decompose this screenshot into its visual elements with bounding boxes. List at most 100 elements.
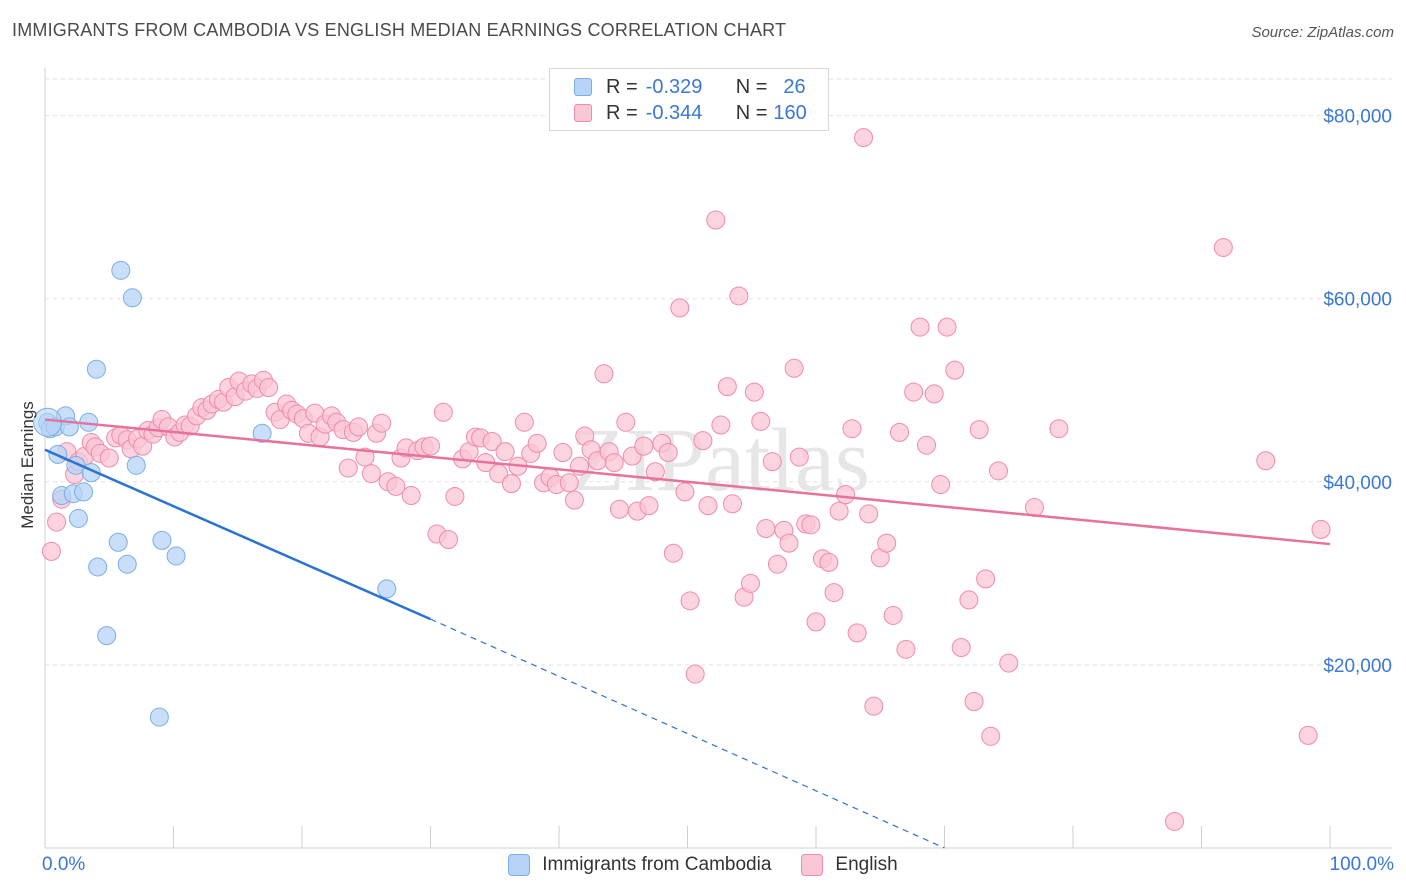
english-point [338,458,358,478]
english-point [99,448,119,468]
english-point [789,447,809,467]
english-point [670,298,690,318]
english-point [675,482,695,502]
english-point [890,422,910,442]
english-point [421,436,440,456]
english-point [722,494,742,514]
english-point [842,419,862,439]
cambodia-point [111,260,131,280]
english-point [259,378,279,398]
n-label: N = [735,101,768,124]
english-point [964,692,984,712]
y-tick-label: $40,000 [1323,473,1392,494]
english-point [917,435,937,455]
tick-labels: $20,000 $40,000 $60,000 $80,000 0.0% 100.0% Me… [18,107,1394,875]
english-point [47,512,67,532]
english-point [680,591,700,611]
english-point [779,533,799,553]
english-point [945,360,965,380]
english-point [482,432,502,452]
english-point [553,443,573,463]
english-point [645,462,665,482]
r-label: R = [606,75,638,98]
y-tick-label: $60,000 [1323,290,1392,311]
english-trend-line [44,418,1331,546]
english-point [501,474,521,494]
english-point [41,541,61,561]
english-point [762,452,782,472]
cambodia-point [68,508,88,528]
english-point [698,496,718,516]
r-value: -0.344 [645,101,703,124]
r-label: R = [606,101,638,124]
english-point [1165,811,1185,831]
english-point [433,402,453,422]
cambodia-point [97,626,117,646]
english-point [924,384,944,404]
y-tick-label: $20,000 [1323,656,1392,677]
english-point [824,583,844,603]
cambodia-point [33,407,63,437]
gridlines [45,78,1392,666]
english-point [634,436,654,456]
cambodia-point [149,707,169,727]
english-point [559,473,579,493]
y-tick-label: $80,000 [1323,107,1392,128]
english-point [604,453,624,473]
english-point [859,504,879,524]
english-point [999,653,1019,673]
english-point [836,485,856,505]
english-point [744,382,764,402]
english-point [951,638,971,658]
legend-label: English [835,854,898,875]
stats-row-cambodia: R = -0.329 N = 26 [574,75,806,99]
english-point [658,443,678,463]
cambodia-point [152,530,172,550]
legend-item-cambodia: Immigrants from Cambodia [508,854,771,876]
cambodia-point [166,546,186,566]
n-value: 26 [783,75,806,98]
english-point [976,569,996,589]
cambodia-point [108,532,128,552]
source-label: Source: ZipAtlas.com [1251,24,1394,41]
english-point [969,420,989,440]
english-point [904,382,924,402]
english-point [801,515,821,535]
cambodia-point [117,554,137,574]
cambodia-point [122,288,142,308]
english-point [931,475,951,495]
english-point [594,364,614,384]
english-point [829,501,849,521]
series-legend: Immigrants from Cambodia English [0,852,1406,878]
r-value: -0.329 [645,75,703,98]
english-point [751,411,771,431]
cambodia-swatch [574,78,592,96]
x-tick-label: 100.0% [1330,854,1395,875]
english-point [717,377,737,397]
english-point [937,317,957,337]
english-point [495,442,515,462]
english-point [711,415,731,435]
english-point [864,696,884,716]
legend-label: Immigrants from Cambodia [542,854,772,875]
english-point [959,590,979,610]
english-point [729,286,749,306]
english-point [1298,725,1318,745]
cambodia-point [126,455,146,475]
cambodia-legend-swatch [508,854,531,876]
english-point [854,128,874,148]
english-point [401,486,421,506]
english-point [639,496,659,516]
cambodia-point [86,359,106,379]
english-point [445,486,465,506]
english-point [819,552,839,572]
legend-item-english: English [801,854,898,876]
stats-row-english: R = -0.344 N = 160 [574,101,807,125]
english-point [514,412,534,432]
english-point [988,461,1008,481]
english-point [386,476,406,496]
trend-lines [44,418,1331,849]
english-point [981,726,1001,746]
english-point [361,464,381,484]
